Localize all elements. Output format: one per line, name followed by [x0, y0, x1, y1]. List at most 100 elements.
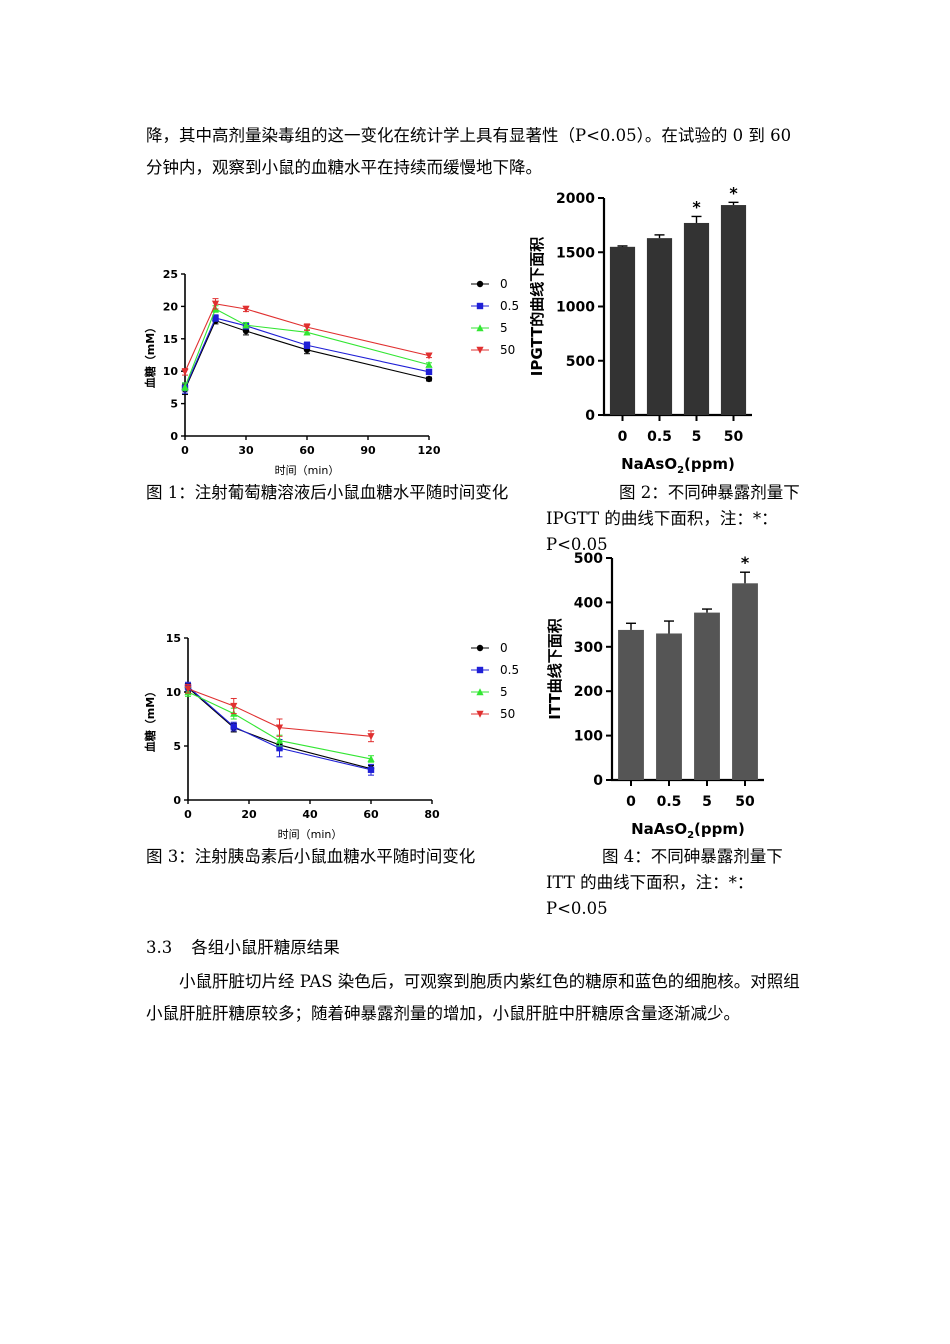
y-tick-label: 0	[170, 430, 178, 443]
x-tick-label: 50	[724, 429, 744, 445]
x-tick-label: 0	[618, 429, 628, 445]
y-tick-label: 5	[170, 398, 178, 411]
bar	[646, 238, 673, 415]
x-tick-label: 5	[702, 794, 712, 810]
x-tick-label: 30	[238, 444, 254, 457]
caption-figure-2: 图 2：不同砷暴露剂量下 IPGTT 的曲线下面积，注：*：P<0.05	[546, 483, 800, 554]
bar	[609, 246, 636, 415]
legend-label: 0.5	[500, 663, 519, 677]
data-point	[367, 733, 375, 741]
y-tick-label: 1500	[556, 245, 595, 261]
legend-label: 0	[500, 277, 508, 291]
x-axis-label: NaAsO2(ppm)	[631, 820, 745, 841]
y-axis-label: 血糖（mM）	[143, 686, 157, 752]
y-tick-label: 100	[574, 729, 603, 745]
y-tick-label: 25	[163, 268, 178, 281]
data-point	[303, 323, 311, 331]
legend-marker	[476, 644, 484, 652]
y-tick-label: 0	[593, 773, 603, 789]
x-tick-label: 60	[299, 444, 315, 457]
series-line	[187, 688, 372, 737]
legend-label: 0	[500, 641, 508, 655]
legend-label: 50	[500, 707, 515, 721]
bar	[618, 629, 644, 780]
figure-4-itt-auc-bar-chart: 0 100 200 300 400 500 0 0.5 5 * 50 NaAsO2(ppm) ITT曲线…	[546, 551, 764, 841]
legend-label: 5	[500, 685, 508, 699]
data-point	[212, 314, 219, 322]
significance-marker: *	[729, 183, 738, 202]
x-tick-label: 40	[302, 808, 318, 821]
data-point	[303, 342, 311, 349]
data-point	[181, 368, 189, 376]
data-point	[230, 723, 237, 730]
y-tick-label: 15	[166, 632, 181, 645]
data-point	[275, 724, 284, 732]
x-tick-label: 50	[735, 794, 755, 810]
data-point	[425, 368, 433, 376]
y-tick-label: 300	[574, 640, 603, 656]
y-tick-label: 500	[574, 551, 603, 567]
y-tick-label: 20	[163, 300, 179, 313]
significance-marker: *	[741, 553, 750, 572]
x-tick-label: 20	[241, 808, 257, 821]
data-point	[425, 375, 433, 383]
y-tick-label: 0	[173, 794, 181, 807]
legend-marker	[476, 302, 484, 310]
figure-2-ipgtt-auc-bar-chart: 0 500 1000 1500 2000 0 0.5 * 5 * 50 NaAsO2(ppm) IPGT…	[530, 183, 752, 476]
significance-marker: *	[692, 197, 701, 216]
data-point	[367, 755, 375, 763]
legend-marker	[476, 710, 484, 718]
figure-1-ipgtt-line-chart: 0 5 10 15 20 25 0 30 60 90 120 时间（min） 血糖（mM） 0 0.5 5 50	[143, 268, 519, 477]
y-tick-label: 15	[163, 333, 178, 346]
y-axis-label: IPGTT的曲线下面积	[530, 237, 546, 376]
x-tick-label: 0	[184, 808, 192, 821]
series-line	[187, 687, 372, 770]
section-heading: 3.3 各组小鼠肝糖原结果	[146, 934, 340, 962]
data-point	[425, 360, 433, 368]
y-tick-label: 200	[574, 684, 603, 700]
data-point	[242, 321, 250, 329]
data-point	[303, 328, 311, 336]
paragraph-bottom: 小鼠肝脏切片经 PAS 染色后，可观察到胞质内紫红色的糖原和蓝色的细胞核。对照组…	[146, 972, 800, 1023]
x-tick-label: 60	[363, 808, 379, 821]
y-tick-label: 0	[585, 408, 595, 424]
caption-figure-4: 图 4：不同砷暴露剂量下 ITT 的曲线下面积，注：*：P<0.05	[546, 847, 783, 918]
legend-marker	[476, 346, 484, 354]
caption-figure-1: 图 1：注射葡萄糖溶液后小鼠血糖水平随时间变化	[146, 483, 509, 502]
y-axis-label: 血糖（mM）	[143, 322, 157, 388]
x-tick-label: 90	[360, 444, 376, 457]
x-axis-label: 时间（min）	[278, 828, 343, 841]
legend-label: 0.5	[500, 299, 519, 313]
x-tick-label: 5	[692, 429, 702, 445]
bar	[732, 583, 758, 780]
data-point	[230, 702, 238, 710]
data-point	[276, 744, 283, 752]
legend-marker	[476, 280, 484, 288]
section-number: 3.3	[146, 938, 173, 957]
y-tick-label: 5	[173, 740, 181, 753]
x-axis-label: 时间（min）	[275, 464, 340, 477]
x-tick-label: 0	[181, 444, 189, 457]
legend-marker	[476, 666, 484, 674]
x-tick-label: 0.5	[657, 794, 682, 810]
y-tick-label: 2000	[556, 191, 595, 207]
data-point	[425, 352, 433, 360]
data-point	[242, 305, 250, 313]
paragraph-top: 降，其中高剂量染毒组的这一变化在统计学上具有显著性（P<0.05）。在试验的 0…	[146, 126, 792, 177]
data-point	[275, 736, 284, 744]
x-axis-label: NaAsO2(ppm)	[621, 455, 735, 476]
series-line	[187, 686, 372, 771]
y-tick-label: 1000	[556, 300, 595, 316]
bar	[720, 205, 747, 415]
legend-marker	[476, 688, 484, 696]
section-title: 各组小鼠肝糖原结果	[191, 938, 340, 957]
x-tick-label: 120	[418, 444, 441, 457]
legend-label: 50	[500, 343, 515, 357]
bar	[694, 612, 720, 780]
x-tick-label: 0	[626, 794, 636, 810]
series-50	[184, 683, 375, 743]
x-tick-label: 0.5	[647, 429, 672, 445]
legend-marker	[476, 324, 484, 332]
bar	[656, 633, 682, 780]
y-tick-label: 10	[163, 365, 179, 378]
